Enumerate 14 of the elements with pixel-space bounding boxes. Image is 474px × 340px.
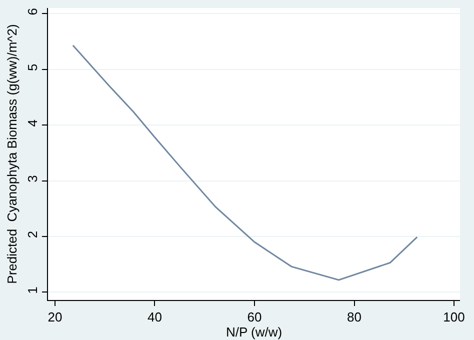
y-tick-label: 6 xyxy=(24,8,40,16)
y-tick-label: 1 xyxy=(24,286,40,294)
x-tick-label: 100 xyxy=(443,310,465,325)
x-tick-label: 20 xyxy=(48,310,62,325)
x-tick-label: 40 xyxy=(148,310,162,325)
x-axis-title: N/P (w/w) xyxy=(226,324,282,340)
y-tick-label: 5 xyxy=(24,64,40,71)
y-axis-title: Predicted Cyanophyta Biomass (g(ww)/m^2) xyxy=(4,24,20,284)
x-tick-label: 80 xyxy=(347,310,362,325)
line-series xyxy=(72,44,418,281)
x-tick-label: 60 xyxy=(247,310,262,325)
y-tick-label: 3 xyxy=(24,175,40,182)
y-tick-label: 2 xyxy=(24,230,40,238)
y-tick-label: 4 xyxy=(24,119,40,127)
